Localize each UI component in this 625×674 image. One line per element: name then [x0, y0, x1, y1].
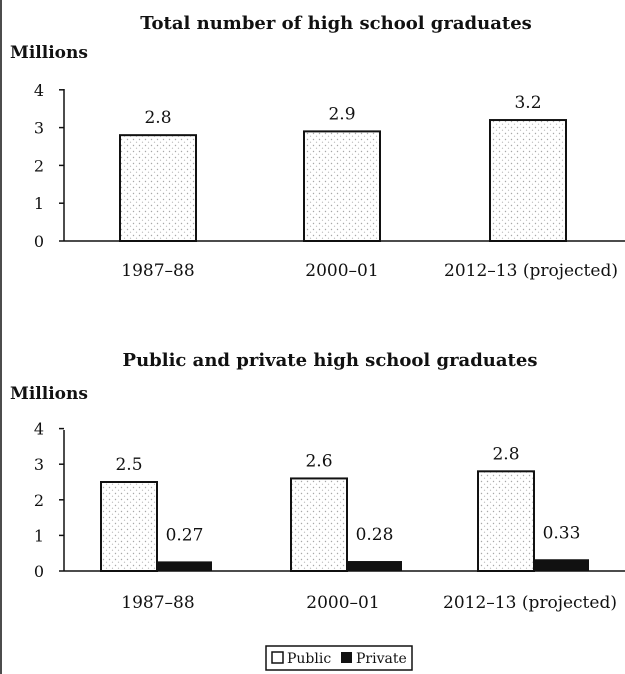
- chart-total-bar-2: [303, 130, 381, 243]
- legend-box: [265, 645, 413, 671]
- chart-total-ylabel: Millions: [10, 43, 88, 63]
- chart-split-public-label-3: 2.8: [492, 444, 519, 464]
- legend: Public Private: [265, 645, 413, 671]
- chart-split-private-label-3: 0.33: [543, 523, 581, 543]
- chart-split-private-bar-1: [157, 561, 212, 571]
- chart-total-data-label-1: 2.8: [144, 108, 171, 128]
- chart-total-ytick-label-1: 1: [34, 194, 44, 213]
- chart-total-cat-1: 1987–88: [121, 261, 194, 281]
- chart-split-ytick-label-3: 3: [34, 455, 44, 474]
- chart-split-ytick-label-1: 1: [34, 526, 44, 545]
- chart-split-private-bar-2: [347, 561, 402, 571]
- chart-split-ytick-label-0: 0: [34, 562, 44, 581]
- chart-split-public-bar-1: [100, 481, 158, 572]
- chart-split-cat-3: 2012–13 (projected): [443, 593, 617, 613]
- chart-split-private-label-1: 0.27: [166, 525, 204, 545]
- chart-total-ytick-label-2: 2: [34, 156, 44, 175]
- legend-public-label: Public: [287, 651, 331, 667]
- chart-split-title: Public and private high school graduates: [123, 350, 538, 371]
- chart-total-bar-1: [119, 134, 197, 242]
- chart-split-cat-1: 1987–88: [121, 593, 194, 613]
- chart-total-cat-2: 2000–01: [305, 261, 378, 281]
- legend-public-swatch: [271, 651, 284, 664]
- legend-private-swatch: [341, 652, 352, 663]
- chart-total-title: Total number of high school graduates: [140, 13, 532, 34]
- chart-split-private-bar-3: [534, 559, 589, 571]
- chart-split-ylabel: Millions: [10, 384, 88, 404]
- chart-total-ytick-label-0: 0: [34, 232, 44, 251]
- chart-total-data-label-3: 3.2: [514, 93, 541, 113]
- chart-total-ytick-label-4: 4: [34, 81, 44, 100]
- chart-total: Total number of high school graduates Mi…: [10, 13, 625, 281]
- chart-split-public-label-2: 2.6: [305, 451, 332, 471]
- chart-total-bar-3: [489, 119, 567, 242]
- chart-split-private-label-2: 0.28: [356, 525, 394, 545]
- chart-split-public-bar-3: [477, 470, 535, 573]
- chart-split-ytick-label-4: 4: [34, 420, 44, 439]
- chart-public-private: Public and private high school graduates…: [10, 350, 625, 671]
- chart-total-cat-3: 2012–13 (projected): [444, 261, 618, 281]
- legend-private-label: Private: [356, 651, 407, 667]
- chart-split-public-label-1: 2.5: [115, 455, 142, 475]
- chart-split-ytick-label-2: 2: [34, 491, 44, 510]
- chart-total-ytick-label-3: 3: [34, 119, 44, 138]
- chart-split-public-bar-2: [290, 477, 348, 572]
- chart-split-cat-2: 2000–01: [306, 593, 379, 613]
- chart-total-data-label-2: 2.9: [328, 104, 355, 124]
